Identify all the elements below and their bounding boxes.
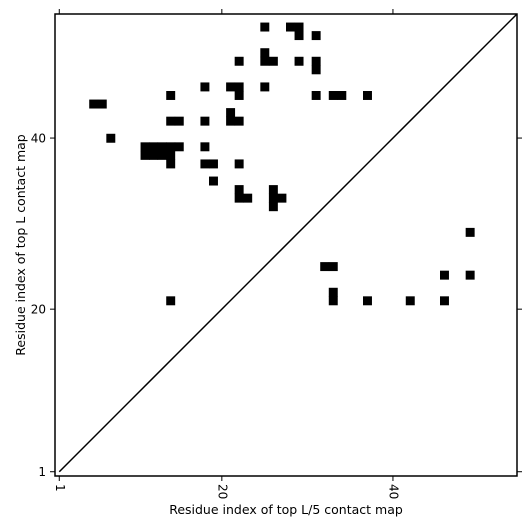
contact-cell-top-l [268,193,278,203]
contact-cell-top-l [140,142,150,152]
x-axis-label: Residue index of top L/5 contact map [169,502,403,517]
contact-cell-top-l [328,91,338,100]
contact-cell-top-l [311,31,321,41]
contact-cell-top-l [260,56,270,66]
contact-cell-top-l5 [465,270,475,280]
contact-cells [89,22,475,306]
contact-cell-top-l [226,108,236,118]
contact-cell-top-l [166,116,176,126]
contact-cell-top-l5 [320,262,330,272]
contact-cell-top-l [294,22,304,32]
contact-cell-top-l [277,193,287,203]
contact-cell-top-l [234,159,244,169]
contact-cell-top-l5 [363,296,372,306]
contact-cell-top-l [157,150,167,160]
y-tick-label: 40 [31,132,46,146]
contact-cell-top-l [157,142,167,152]
contact-cell-top-l [243,193,253,203]
x-tick-label: 1 [53,484,67,492]
contact-cell-top-l [363,91,372,100]
contact-cell-top-l [149,142,159,152]
contact-cell-top-l [200,116,210,126]
contact-cell-top-l [140,150,150,160]
contact-cell-top-l [234,193,244,203]
contact-cell-top-l5 [328,262,338,272]
contact-cell-top-l [337,91,347,100]
contact-cell-top-l [149,150,159,160]
contact-cell-top-l [209,159,218,169]
contact-cell-top-l [234,116,244,126]
contact-cell-top-l [260,48,270,58]
axis-ticks: 1 20 40 1 20 40 [31,9,522,499]
contact-cell-top-l [234,91,244,100]
contact-cell-top-l [226,82,236,92]
contact-cell-top-l5 [328,287,338,297]
contact-cell-top-l5 [465,227,475,237]
contact-cell-top-l [234,56,244,66]
y-axis-label: Residue index of top L contact map [13,134,28,355]
contact-cell-top-l [311,91,321,100]
contact-cell-top-l [234,185,244,195]
contact-cell-top-l5 [440,270,449,280]
contact-cell-top-l [268,202,278,212]
contact-cell-top-l5 [440,296,449,306]
contact-cell-top-l [209,176,218,186]
contact-cell-top-l [200,82,210,92]
contact-cell-top-l [234,82,244,92]
contact-cell-top-l [260,22,270,32]
contact-cell-top-l [106,133,116,143]
contact-cell-top-l [97,99,107,109]
contact-cell-top-l [166,159,176,169]
contact-cell-top-l5 [405,296,415,306]
plot-frame [54,13,518,477]
y-tick-label: 1 [38,465,46,479]
contact-cell-top-l [268,185,278,195]
contact-cell-top-l [89,99,99,109]
x-tick-label: 20 [215,484,229,499]
contact-cell-top-l [174,116,184,126]
contact-cell-top-l5 [166,296,176,306]
contact-cell-top-l [294,56,304,66]
contact-cell-top-l [294,31,304,41]
contact-cell-top-l [226,116,236,126]
contact-cell-top-l [260,82,270,92]
contact-cell-top-l [200,159,210,169]
contact-cell-top-l [286,22,295,32]
contact-cell-top-l [166,142,176,152]
contact-cell-top-l [311,56,321,66]
contact-cell-top-l [200,142,210,152]
y-tick-label: 20 [31,303,46,317]
contact-cell-top-l5 [328,296,338,306]
contact-cell-top-l [166,91,176,100]
contact-cell-top-l [174,142,184,152]
contact-cell-top-l [311,65,321,75]
diagonal-line [58,13,518,473]
contact-cell-top-l [268,56,278,66]
x-tick-label: 40 [386,484,400,499]
contact-cell-top-l [166,150,176,160]
